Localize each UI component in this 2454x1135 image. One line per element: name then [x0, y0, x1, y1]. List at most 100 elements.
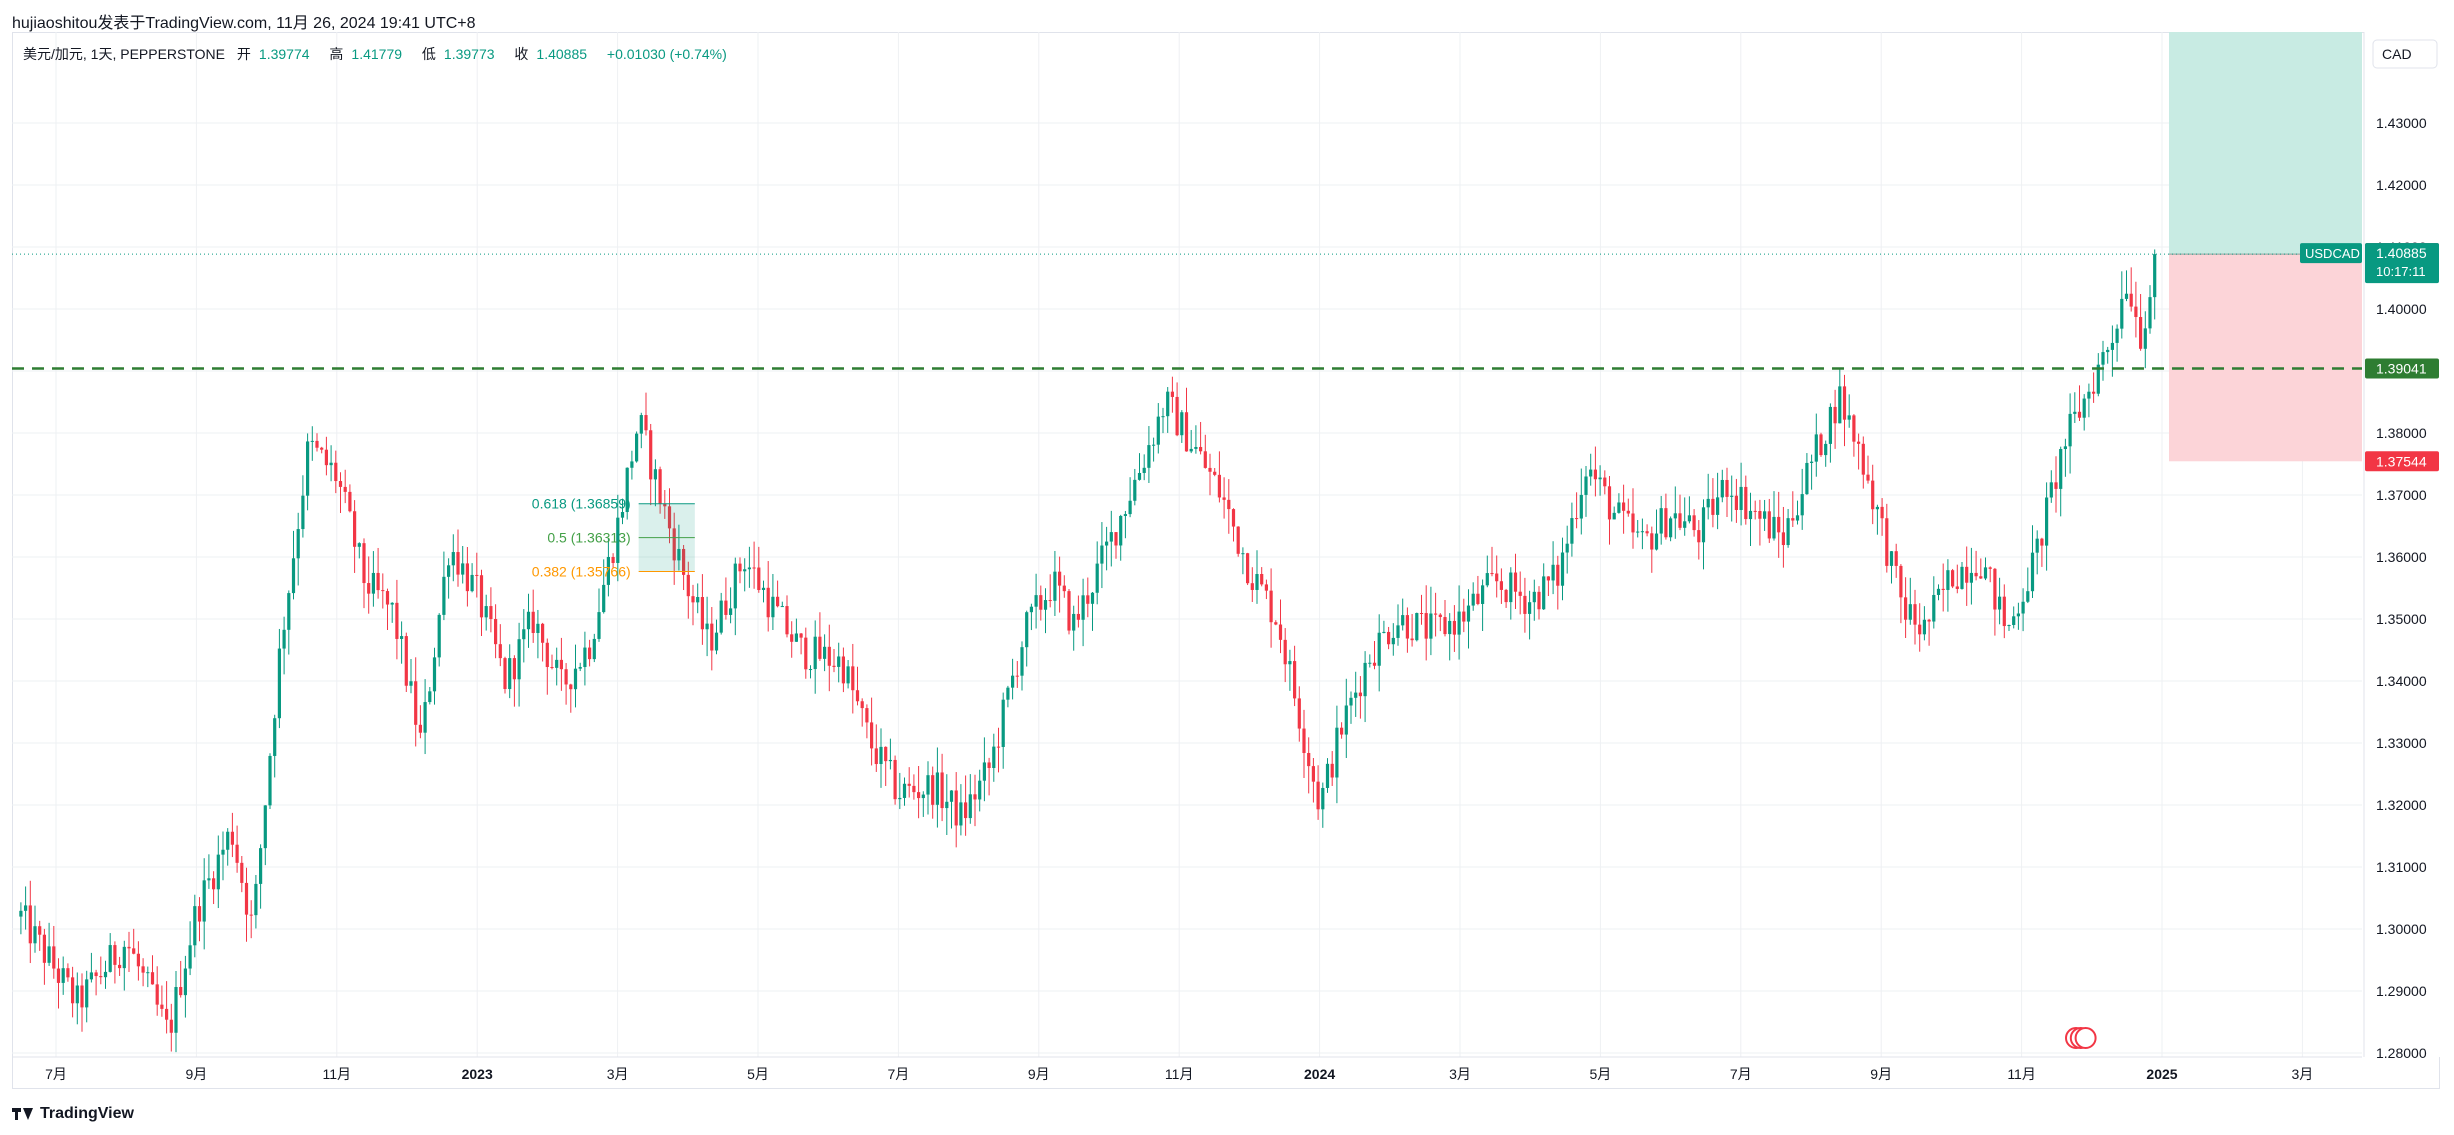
candle-body [1485, 573, 1489, 586]
candle-body [973, 794, 977, 800]
axis-price-text: 1.37544 [2376, 453, 2427, 469]
candle-body [1119, 515, 1123, 546]
legend-low-label: 低 [421, 46, 436, 62]
candle-body [1034, 595, 1038, 607]
candle-body [578, 667, 582, 669]
economic-event-icon[interactable] [2074, 1027, 2097, 1049]
candle-body [1734, 495, 1738, 510]
currency-box[interactable] [2372, 39, 2438, 69]
footer: TradingView [12, 1100, 134, 1128]
candle-body [329, 462, 333, 466]
candle-body [747, 567, 751, 570]
candle-body [733, 563, 737, 609]
y-tick-label: 1.40000 [2376, 301, 2427, 317]
candle-body [1913, 604, 1917, 625]
candle-body [2082, 398, 2086, 418]
legend-open: 1.39774 [258, 46, 310, 62]
candle-body [1979, 576, 1983, 579]
candle-body [2063, 446, 2067, 450]
candle-body [884, 746, 888, 762]
candle-body [1748, 510, 1753, 520]
candle-body [80, 985, 84, 1008]
candle-body [240, 862, 244, 883]
candle-body [1382, 631, 1386, 633]
candle-body [2110, 342, 2114, 350]
candle-body [1842, 386, 1847, 420]
candle-body [2101, 352, 2105, 365]
candle-body [357, 543, 361, 547]
candle-body [1889, 551, 1894, 566]
header-bar: hujiaoshitou发表于TradingView.com, 11月 26, … [0, 0, 2454, 32]
axis-price-text: 1.40885 [2376, 245, 2427, 261]
candle-body [837, 656, 841, 667]
candle-body [602, 584, 606, 613]
y-tick-label: 1.35000 [2376, 611, 2427, 627]
candle-body [1184, 412, 1189, 452]
candle-body [1565, 543, 1569, 553]
candle-body [1137, 472, 1142, 480]
candle-body [451, 552, 455, 566]
candle-body [61, 968, 65, 983]
y-tick-label: 1.43000 [2376, 115, 2427, 131]
candle-body [597, 612, 601, 639]
candle-body [1043, 600, 1048, 610]
candle-body [1147, 445, 1151, 468]
candle-body [766, 587, 770, 618]
candle-body [1866, 474, 1870, 481]
price-axis[interactable] [2364, 32, 2440, 1057]
legend-high-label: 高 [329, 46, 344, 62]
x-tick-label: 9月 [1870, 1066, 1892, 1082]
candle-body [846, 666, 850, 684]
candle-body [1199, 446, 1203, 452]
legend-symbol[interactable]: 美元/加元, 1天, PEPPERSTONE [23, 46, 226, 62]
candle-body [1922, 619, 1926, 635]
candle-body [649, 430, 653, 480]
candle-body [1532, 591, 1536, 603]
candle-body [1763, 511, 1767, 519]
candle-body [1330, 763, 1334, 778]
candle-body [489, 606, 493, 620]
candle-body [1645, 531, 1649, 534]
candle-body [949, 790, 954, 802]
candle-body [1401, 615, 1405, 626]
candle-body [1607, 486, 1612, 520]
candle-body [1490, 573, 1494, 575]
currency-label: CAD [2382, 46, 2412, 62]
y-tick-label: 1.38000 [2376, 425, 2427, 441]
candle-body [550, 667, 554, 669]
candle-body [1932, 594, 1936, 622]
candle-body [320, 447, 324, 450]
candle-body [827, 646, 831, 666]
candle-body [1941, 588, 1945, 590]
candle-body [188, 945, 192, 969]
x-tick-label: 11月 [1165, 1066, 1194, 1082]
candle-body [1462, 611, 1466, 622]
x-tick-label: 5月 [747, 1066, 769, 1082]
candle-body [1622, 502, 1626, 511]
candle-body [1194, 446, 1198, 449]
candle-body [1363, 662, 1367, 697]
candle-body [931, 775, 935, 805]
position-loss-zone[interactable] [2169, 254, 2362, 462]
candle-body [1236, 526, 1240, 554]
candle-body [761, 587, 766, 591]
candle-body [1166, 391, 1170, 417]
candle-body [367, 583, 371, 594]
candle-body [437, 614, 441, 658]
candle-body [667, 506, 672, 529]
candle-body [912, 785, 916, 793]
position-profit-zone[interactable] [2169, 32, 2362, 255]
candle-body [978, 780, 982, 800]
candle-body [1011, 675, 1015, 688]
candle-body [1636, 531, 1640, 533]
footer-brand[interactable]: TradingView [40, 1105, 134, 1122]
candle-body [1410, 638, 1414, 641]
candle-body [1316, 781, 1320, 810]
countdown-text: 10:17:11 [2376, 264, 2426, 279]
candle-body [1918, 624, 1922, 635]
candle-body [94, 972, 98, 977]
candle-body [1786, 518, 1790, 546]
candle-body [1509, 572, 1513, 603]
candle-body [1170, 391, 1174, 397]
